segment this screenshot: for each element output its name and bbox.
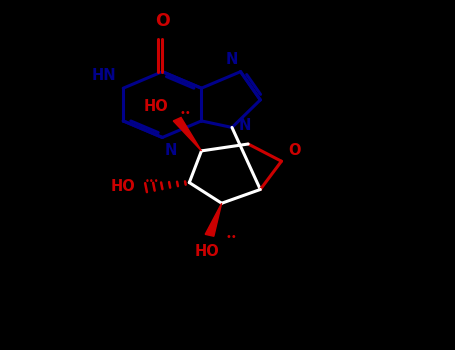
Polygon shape	[205, 203, 222, 236]
Text: O: O	[288, 143, 301, 158]
Text: HO: HO	[143, 99, 168, 114]
Text: N: N	[226, 51, 238, 66]
Polygon shape	[173, 118, 202, 151]
Text: ••: ••	[225, 232, 237, 242]
Text: ••: ••	[179, 108, 191, 118]
Text: HO: HO	[111, 179, 136, 194]
Text: N: N	[239, 118, 251, 133]
Text: HN: HN	[92, 68, 116, 83]
Text: •••: •••	[144, 177, 159, 187]
Text: N: N	[165, 142, 177, 158]
Text: O: O	[155, 12, 170, 30]
Text: HO: HO	[195, 244, 220, 259]
